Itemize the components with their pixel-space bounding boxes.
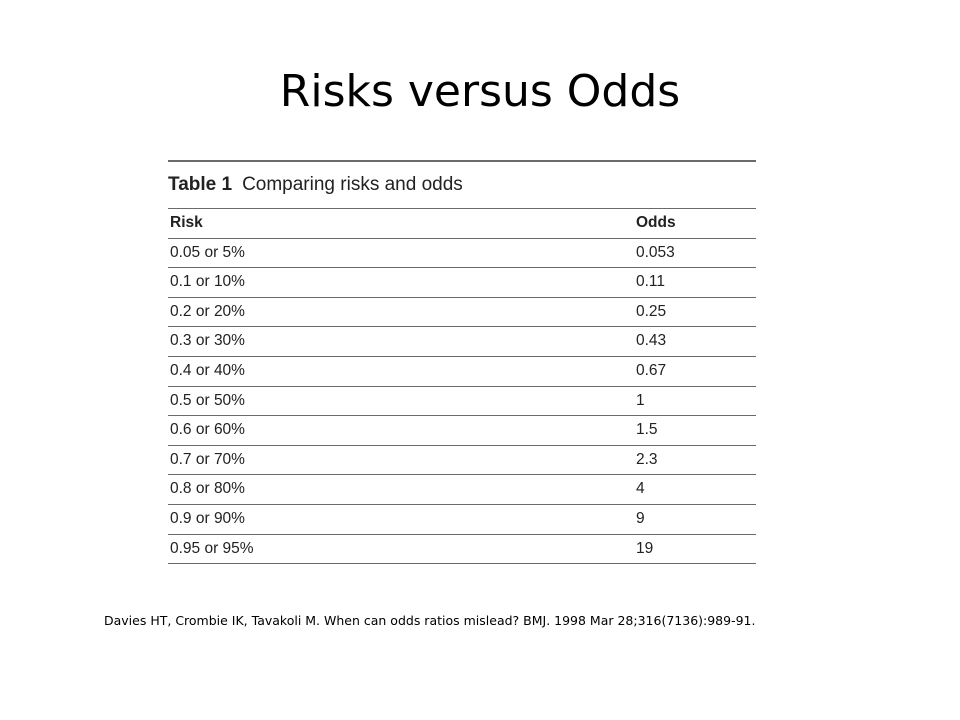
risk-cell: 0.9 or 90% — [170, 509, 245, 527]
risk-cell: 0.6 or 60% — [170, 421, 245, 439]
slide-title: Risks versus Odds — [279, 66, 681, 117]
odds-cell: 1 — [636, 391, 645, 409]
odds-cell: 4 — [636, 480, 645, 498]
table-row: 0.5 or 50% 1 — [168, 387, 756, 417]
table-row: 0.8 or 80% 4 — [168, 475, 756, 505]
header-odds: Odds — [636, 214, 676, 231]
odds-cell: 0.11 — [636, 273, 666, 291]
odds-cell: 2.3 — [636, 450, 658, 468]
table-body: 0.05 or 5% 0.053 0.1 or 10% 0.11 0.2 or 20% 0… — [168, 239, 756, 565]
risk-odds-table: Table 1 Comparing risks and odds Risk Odd… — [168, 160, 756, 565]
odds-cell: 0.053 — [636, 243, 675, 261]
table-caption: Table 1 Comparing risks and odds — [168, 162, 756, 209]
table-number: Table 1 — [168, 174, 233, 195]
odds-cell: 0.25 — [636, 302, 667, 320]
risk-cell: 0.5 or 50% — [170, 391, 245, 409]
header-risk: Risk — [170, 214, 203, 231]
odds-cell: 0.43 — [636, 332, 667, 350]
table-row: 0.6 or 60% 1.5 — [168, 416, 756, 446]
odds-cell: 1.5 — [636, 421, 658, 439]
table-row: 0.3 or 30% 0.43 — [168, 327, 756, 357]
risk-cell: 0.3 or 30% — [170, 332, 245, 350]
risk-cell: 0.8 or 80% — [170, 480, 245, 498]
risk-cell: 0.05 or 5% — [170, 243, 245, 261]
table-row: 0.95 or 95% 19 — [168, 535, 756, 565]
table-row: 0.1 or 10% 0.11 — [168, 268, 756, 298]
odds-cell: 19 — [636, 539, 654, 557]
risk-cell: 0.4 or 40% — [170, 361, 245, 379]
risk-cell: 0.2 or 20% — [170, 302, 245, 320]
odds-cell: 0.67 — [636, 361, 667, 379]
table-top-rule — [168, 160, 756, 162]
citation: Davies HT, Crombie IK, Tavakoli M. When … — [104, 613, 756, 628]
odds-cell: 9 — [636, 509, 645, 527]
risk-cell: 0.95 or 95% — [170, 539, 254, 557]
risk-cell: 0.1 or 10% — [170, 273, 245, 291]
risk-cell: 0.7 or 70% — [170, 450, 245, 468]
table-row: 0.05 or 5% 0.053 — [168, 239, 756, 269]
table-row: 0.4 or 40% 0.67 — [168, 357, 756, 387]
table-header-row: Risk Odds — [168, 209, 756, 239]
table-row: 0.2 or 20% 0.25 — [168, 298, 756, 328]
table-row: 0.7 or 70% 2.3 — [168, 446, 756, 476]
table-caption-text: Comparing risks and odds — [242, 174, 463, 195]
table-row: 0.9 or 90% 9 — [168, 505, 756, 535]
